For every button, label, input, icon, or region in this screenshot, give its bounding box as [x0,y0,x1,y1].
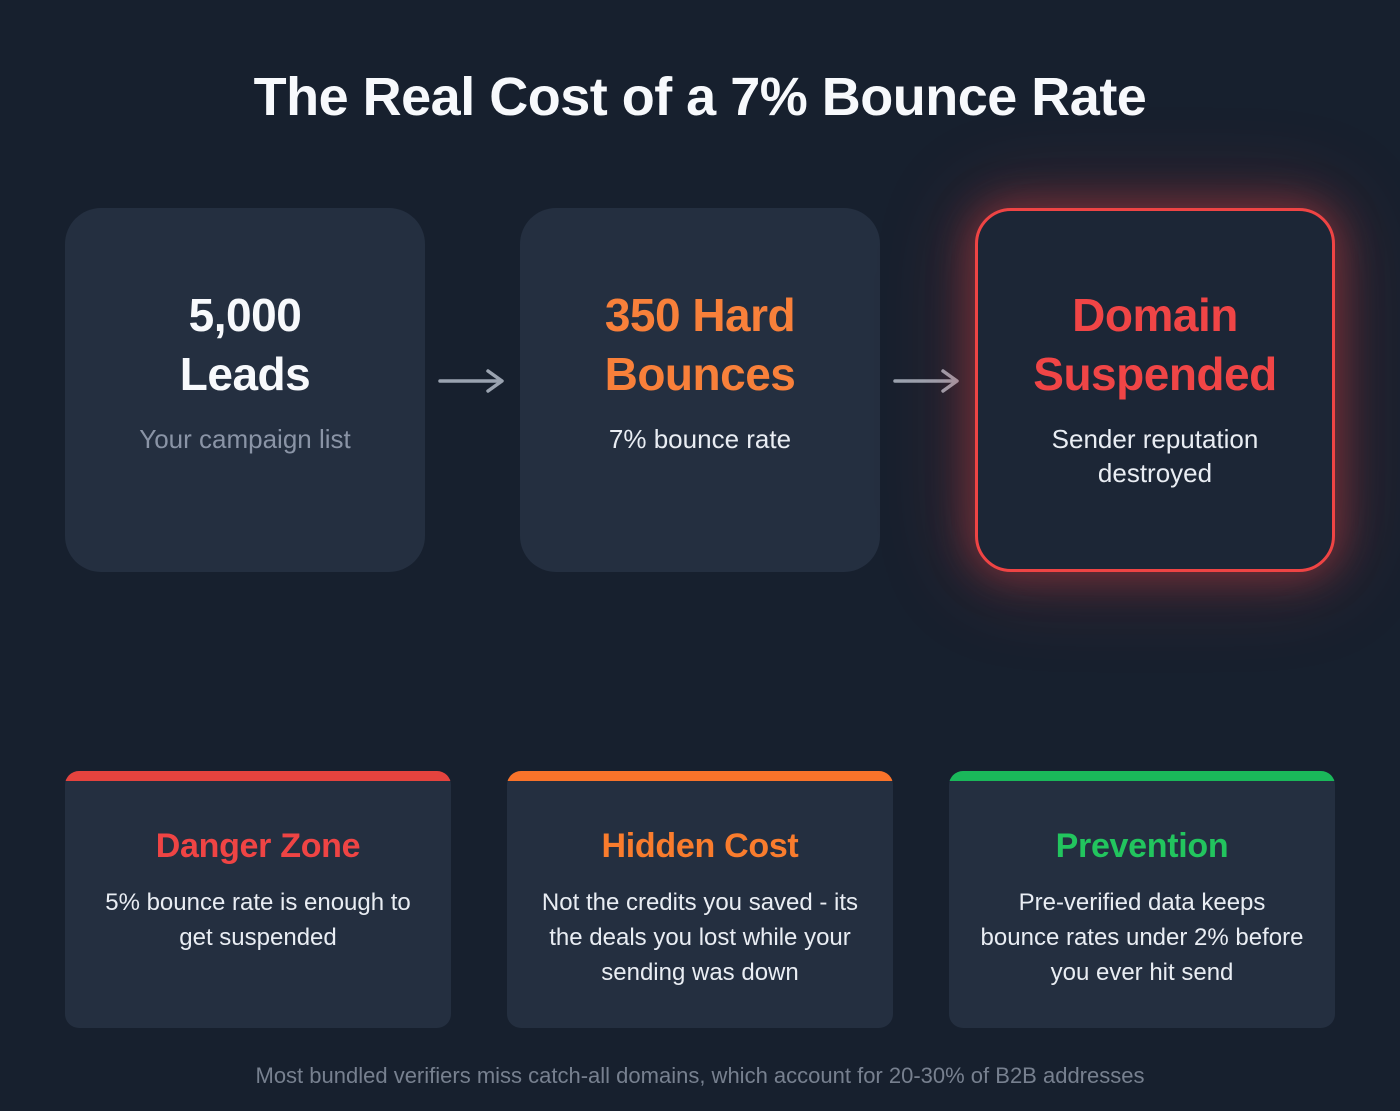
heading-line: Leads [179,347,311,400]
info-card-prevention: Prevention Pre-verified data keeps bounc… [949,771,1335,1028]
flow-card-suspended-heading: Domain Suspended [1033,286,1277,404]
info-card-prevention-body: Pre-verified data keeps bounce rates und… [980,889,1304,986]
flow-card-bounces-subtitle: 7% bounce rate [608,423,792,454]
info-card-hidden-cost-body: Not the credits you saved - its the deal… [541,889,859,986]
info-card-danger-body: 5% bounce rate is enough to get suspende… [105,889,411,951]
heading-line: Domain [1072,289,1238,341]
flow-card-leads: 5,000 Leads Your campaign list [65,208,425,572]
page-title: The Real Cost of a 7% Bounce Rate [253,67,1147,127]
flow-card-suspended: Domain Suspended Sender reputation destr… [975,208,1335,572]
heading-line: Bounces [604,347,796,400]
heading-line: Suspended [1033,347,1277,400]
flow-card-bounces: 350 Hard Bounces 7% bounce rate [520,208,880,572]
accent-bar [65,771,451,781]
flow-card-bounces-heading: 350 Hard Bounces [605,286,796,404]
info-card-danger-heading: Danger Zone [155,827,361,865]
flow-row: 5,000 Leads Your campaign list 350 Hard … [65,208,1335,572]
flow-arrow-icon [892,368,963,394]
heading-line: 5,000 [188,289,302,341]
accent-bar [949,771,1335,781]
flow-card-suspended-subtitle: Sender reputation destroyed [1051,423,1259,489]
info-card-row: Danger Zone 5% bounce rate is enough to … [65,771,1335,1028]
info-card-danger: Danger Zone 5% bounce rate is enough to … [65,771,451,1028]
info-card-prevention-heading: Prevention [1055,827,1229,865]
accent-bar [507,771,893,781]
flow-card-leads-heading: 5,000 Leads [179,286,311,404]
footer-note: Most bundled verifiers miss catch-all do… [255,1063,1145,1088]
flow-card-leads-subtitle: Your campaign list [139,423,351,454]
info-card-hidden-cost-heading: Hidden Cost [601,827,799,865]
info-card-hidden-cost: Hidden Cost Not the credits you saved - … [507,771,893,1028]
heading-line: 350 Hard [604,289,796,341]
infographic: The Real Cost of a 7% Bounce Rate 5,000 … [0,66,1400,1111]
flow-arrow-icon [437,368,508,394]
